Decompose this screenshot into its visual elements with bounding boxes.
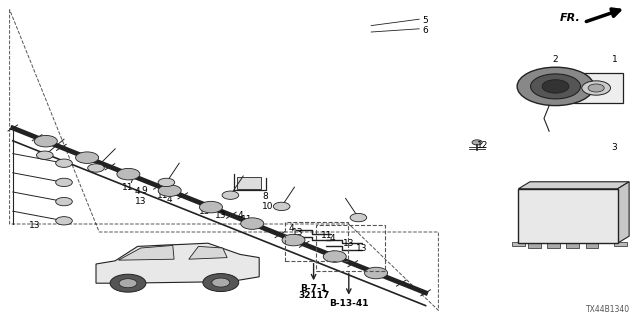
FancyBboxPatch shape [574, 73, 623, 103]
Text: 13: 13 [356, 244, 367, 253]
Text: 4: 4 [209, 205, 214, 214]
Circle shape [273, 202, 290, 211]
Circle shape [203, 274, 239, 292]
Text: 13: 13 [250, 219, 262, 228]
Text: 8: 8 [262, 192, 268, 201]
Text: 12: 12 [477, 141, 488, 150]
Text: 13: 13 [29, 221, 41, 230]
Circle shape [56, 217, 72, 225]
Text: 3: 3 [612, 143, 617, 152]
Circle shape [56, 159, 72, 167]
Bar [547, 242, 560, 248]
Bar [566, 242, 579, 248]
Text: 11: 11 [241, 215, 252, 224]
Text: 13: 13 [292, 228, 303, 237]
Circle shape [36, 151, 53, 159]
Text: 7: 7 [129, 176, 134, 185]
Text: 6: 6 [422, 26, 428, 35]
Bar [512, 242, 525, 246]
Text: 13: 13 [215, 211, 227, 220]
Circle shape [212, 278, 230, 287]
Circle shape [582, 81, 611, 95]
Text: 11: 11 [122, 183, 134, 192]
Text: FR.: FR. [560, 13, 580, 23]
Text: 32117: 32117 [298, 292, 330, 300]
Bar [518, 189, 618, 243]
Text: 2: 2 [553, 55, 558, 64]
Text: 13: 13 [343, 239, 355, 248]
Text: 4: 4 [135, 188, 140, 196]
Circle shape [158, 185, 181, 196]
Circle shape [323, 251, 346, 262]
Bar [528, 242, 541, 248]
Circle shape [119, 279, 137, 288]
Circle shape [241, 218, 264, 229]
Bar [614, 242, 627, 246]
Polygon shape [518, 182, 629, 189]
Text: 1: 1 [612, 55, 617, 64]
Polygon shape [118, 245, 174, 260]
Text: 11: 11 [321, 231, 332, 240]
Circle shape [365, 267, 388, 279]
Bar [237, 177, 261, 189]
Text: 9: 9 [141, 186, 147, 195]
Circle shape [200, 201, 223, 213]
Circle shape [588, 84, 604, 92]
Circle shape [472, 140, 483, 145]
Text: 4: 4 [330, 234, 335, 243]
Circle shape [517, 67, 594, 106]
Circle shape [35, 135, 58, 147]
Text: B-7-1: B-7-1 [300, 284, 327, 293]
Circle shape [56, 178, 72, 187]
Circle shape [110, 274, 146, 292]
Circle shape [158, 178, 175, 187]
Text: TX44B1340: TX44B1340 [586, 305, 630, 314]
Bar [586, 242, 598, 248]
Text: 4: 4 [237, 212, 243, 220]
Circle shape [282, 234, 305, 246]
Circle shape [222, 191, 239, 199]
Circle shape [542, 80, 569, 93]
Polygon shape [189, 246, 227, 259]
Text: 13: 13 [199, 207, 211, 216]
Text: 13: 13 [135, 197, 147, 206]
Circle shape [76, 152, 99, 164]
Circle shape [350, 213, 367, 222]
Circle shape [88, 164, 104, 172]
Text: 5: 5 [422, 16, 428, 25]
Text: 4: 4 [167, 196, 172, 204]
Circle shape [117, 168, 140, 180]
Circle shape [531, 74, 580, 99]
Text: 11: 11 [157, 191, 169, 200]
Text: B-13-41: B-13-41 [329, 299, 369, 308]
Text: 4: 4 [289, 224, 294, 233]
Polygon shape [96, 243, 259, 283]
Polygon shape [618, 182, 629, 243]
Text: 10: 10 [262, 202, 274, 211]
Circle shape [56, 197, 72, 206]
